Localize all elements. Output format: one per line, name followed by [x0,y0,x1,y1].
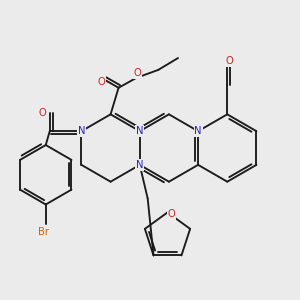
Text: N: N [194,126,202,136]
Text: O: O [98,77,106,87]
Text: N: N [136,126,143,136]
Text: O: O [39,108,47,118]
Text: Br: Br [38,227,49,237]
Text: N: N [136,160,143,170]
Text: O: O [134,68,141,78]
Text: N: N [78,126,85,136]
Text: O: O [168,209,175,219]
Text: O: O [225,56,233,66]
